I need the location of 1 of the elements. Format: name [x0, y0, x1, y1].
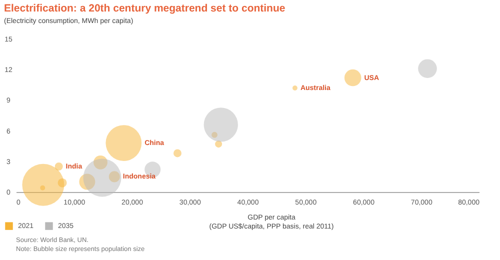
chart-title: Electrification: a 20th century megatrend set to continue — [4, 2, 286, 14]
